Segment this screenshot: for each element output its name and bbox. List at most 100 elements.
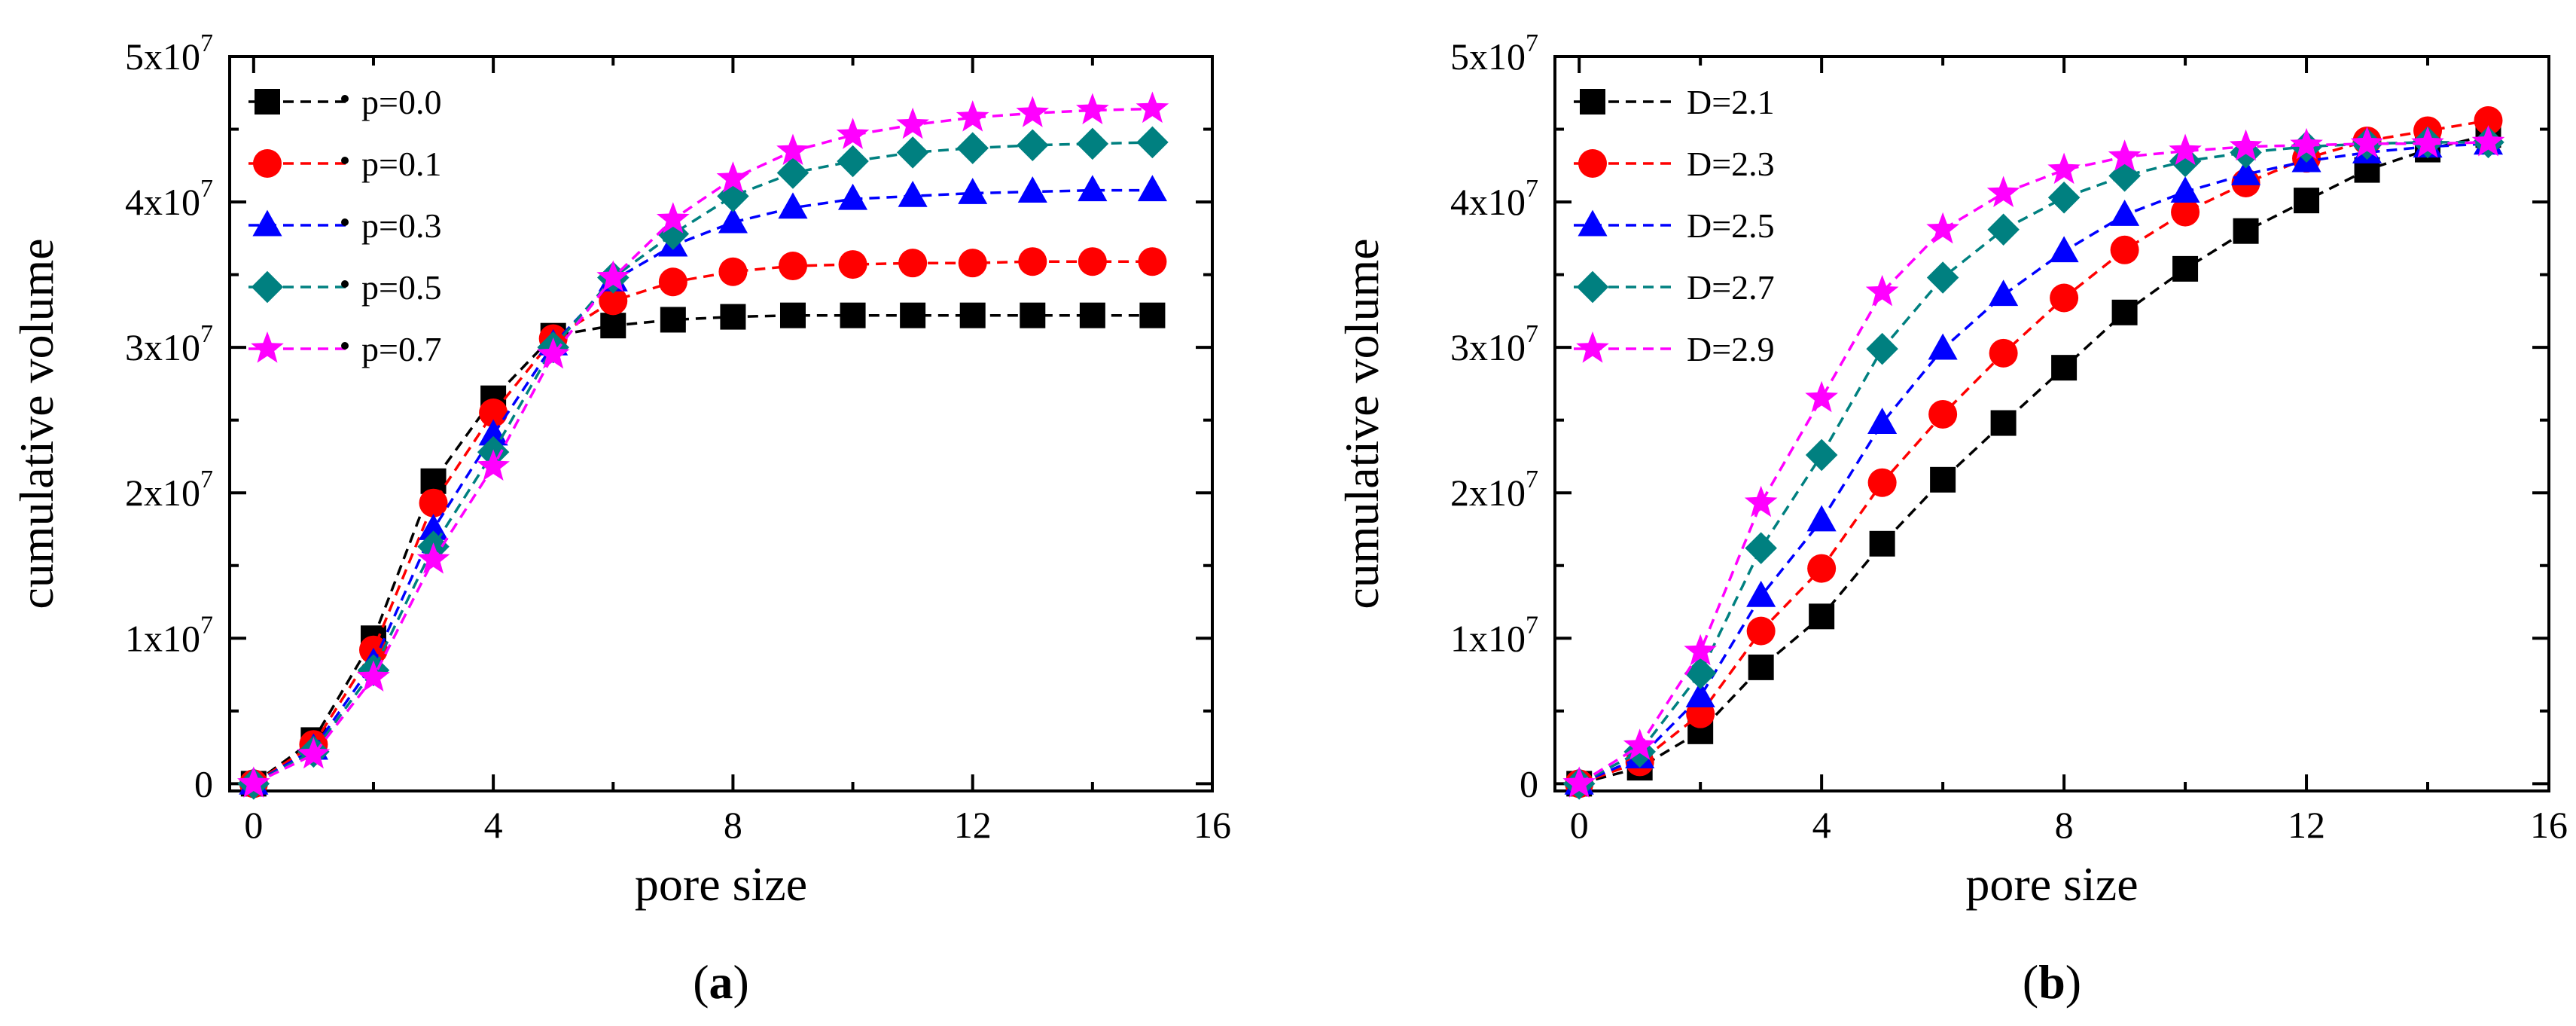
data-point [1989, 279, 2019, 307]
data-point [1926, 212, 1959, 244]
panel-label-letter: b [2038, 955, 2065, 1009]
data-point [898, 249, 928, 278]
data-point [536, 337, 570, 369]
data-point [778, 192, 808, 219]
data-point [956, 132, 989, 164]
data-point [2049, 236, 2079, 263]
data-point [838, 183, 868, 210]
data-point [1867, 408, 1898, 434]
data-point [720, 304, 746, 330]
x-axis-label: pore size [635, 857, 807, 911]
data-point [1685, 681, 1715, 707]
data-point [2108, 139, 2142, 171]
data-point [1078, 175, 1108, 202]
y-tick-exponent: 7 [200, 611, 213, 639]
legend-dot [341, 218, 349, 226]
data-point [1079, 302, 1105, 328]
data-point [1990, 410, 2017, 436]
data-point [2474, 105, 2503, 135]
panel-label-close: ) [733, 955, 749, 1009]
y-tick-base: 2x10 [125, 472, 200, 514]
data-point [718, 257, 748, 286]
y-tick-label: 5x107 [125, 29, 213, 78]
series-p=0.7 [237, 91, 1169, 798]
data-point [1137, 175, 1167, 202]
data-point [2047, 182, 2081, 214]
data-point [2108, 160, 2141, 192]
data-point [2110, 235, 2139, 264]
legend-dot [341, 280, 349, 288]
data-point [2290, 127, 2323, 160]
data-point [600, 313, 626, 339]
x-tick-label: 4 [484, 804, 503, 846]
data-point [1017, 129, 1049, 162]
data-point [1684, 657, 1717, 689]
data-point [2170, 176, 2200, 203]
data-point [2350, 126, 2384, 158]
x-axis-label: pore size [1965, 857, 2138, 911]
data-point [716, 161, 750, 193]
x-tick-label: 4 [1812, 804, 1831, 846]
legend-marker [253, 149, 282, 178]
data-point [2051, 355, 2078, 381]
data-point [1684, 634, 1717, 666]
series-line [252, 188, 1153, 785]
data-point [1018, 247, 1047, 276]
y-axis-label: cumulative volume [10, 238, 63, 609]
y-tick-base: 5x10 [1450, 35, 1526, 78]
y-tick-label: 0 [1520, 762, 1538, 805]
legend-label: p=0.1 [361, 145, 441, 183]
data-point [1926, 261, 1959, 294]
legend-label: p=0.7 [361, 330, 441, 368]
data-point [1928, 399, 1958, 429]
data-point [959, 302, 986, 328]
data-point [1016, 96, 1050, 127]
legend-marker [251, 270, 284, 304]
data-point [1017, 176, 1047, 203]
series-line [1578, 133, 2489, 785]
data-point [1078, 247, 1107, 276]
y-tick-base: 0 [1520, 762, 1538, 805]
legend-marker [1576, 270, 1609, 304]
data-point [2169, 133, 2202, 166]
series-line [253, 107, 1153, 785]
data-point [357, 660, 390, 692]
data-point [2411, 126, 2444, 158]
y-tick-base: 3x10 [1450, 326, 1526, 368]
y-tick-label: 2x107 [1450, 466, 1538, 514]
data-point [2169, 145, 2202, 178]
data-point [479, 398, 508, 428]
legend-label: p=0.3 [361, 206, 441, 245]
legend-marker [255, 89, 280, 115]
data-point [1076, 127, 1109, 160]
legend-marker [1578, 209, 1608, 237]
legend-label: D=2.7 [1687, 268, 1775, 307]
y-tick-base: 4x10 [125, 181, 200, 223]
legend-label: D=2.9 [1687, 330, 1775, 368]
series-line [1578, 142, 2489, 785]
y-tick-label: 0 [194, 762, 213, 805]
data-point [1136, 126, 1169, 159]
legend-label: D=2.1 [1687, 83, 1775, 121]
data-point [1865, 274, 1899, 307]
y-tick-base: 1x10 [1450, 617, 1526, 659]
y-tick-base: 4x10 [1450, 181, 1526, 223]
series-line [252, 313, 1153, 785]
data-point [1986, 176, 2020, 208]
plot-frame [228, 55, 1214, 792]
data-point [297, 737, 331, 769]
y-tick-label: 3x107 [125, 320, 213, 368]
y-tick-exponent: 7 [1526, 175, 1538, 203]
data-point [1867, 468, 1897, 497]
data-point [1562, 766, 1596, 798]
panel-label-open: ( [693, 955, 709, 1009]
panel-label-letter: a [709, 955, 733, 1009]
data-point [1807, 554, 1837, 583]
data-point [1806, 505, 1837, 532]
data-point [1928, 333, 1958, 360]
data-point [1745, 532, 1777, 564]
data-point [837, 145, 869, 178]
data-point [596, 260, 630, 292]
panel-label-open: ( [2023, 955, 2038, 1009]
